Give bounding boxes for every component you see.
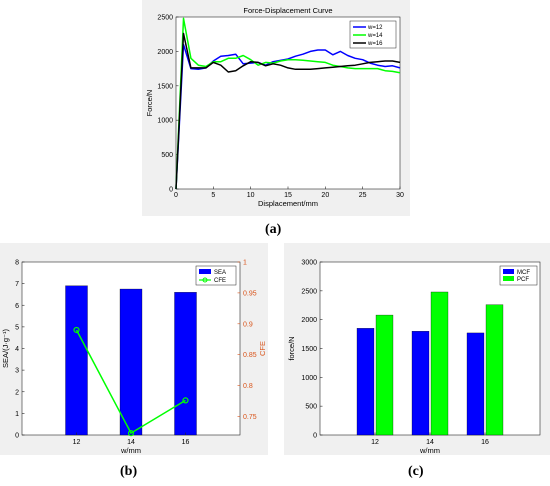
b-ytick-right-label-5: 1	[243, 260, 247, 267]
b-ytick-right-label-3: 0.9	[243, 321, 253, 328]
b-point-CFE-16	[182, 397, 189, 404]
c-ytick-label-2: 1000	[301, 375, 317, 382]
c-bar-PCF-12	[375, 314, 394, 436]
b-y-axis-label: SEA/(J·g⁻¹)	[1, 329, 10, 368]
a-xtick-label-6: 30	[396, 192, 404, 199]
b-ytick-label-6: 6	[15, 303, 19, 310]
a-series-line-w=16	[175, 32, 401, 190]
b-ytick-label-7: 7	[15, 281, 19, 288]
b-x-axis-label: w/mm	[120, 446, 141, 455]
b-ytick-label-1: 1	[15, 411, 19, 418]
c-xtick-label-0: 12	[371, 439, 379, 446]
b-point-CFE-12	[73, 326, 80, 334]
a-xtick-label-3: 15	[284, 192, 292, 199]
c-legend-label-PCF: PCF	[517, 277, 529, 283]
b-xtick-label-0: 12	[73, 439, 81, 446]
a-ytick-label-4: 2000	[157, 49, 173, 56]
caption-a: (a)	[265, 222, 282, 237]
c-ytick-label-6: 3000	[301, 260, 317, 267]
b-ytick-right-label-0: 0.75	[243, 414, 257, 421]
b-xtick-label-1: 14	[127, 439, 135, 446]
c-legend-swatch-PCF	[503, 276, 514, 281]
a-xtick-label-2: 10	[247, 192, 255, 199]
a-ytick-label-2: 1000	[157, 118, 173, 125]
b-legend-label-CFE: CFE	[214, 278, 226, 284]
caption-c: (c)	[408, 464, 424, 479]
b-ytick-right-label-2: 0.85	[243, 352, 257, 359]
b-bar-SEA-14	[119, 288, 143, 436]
a-xtick-label-1: 5	[211, 192, 215, 199]
b-xtick-label-2: 16	[182, 439, 190, 446]
a-ytick-label-1: 500	[161, 152, 173, 159]
b-point-CFE-14	[127, 430, 135, 437]
a-x-axis-label: Displacement/mm	[258, 199, 318, 208]
c-ytick-label-1: 500	[305, 404, 317, 411]
b-legend-marker-CFE	[202, 277, 208, 283]
c-bar-PCF-14	[430, 291, 449, 436]
c-legend-swatch-MCF	[503, 269, 514, 274]
c-bar-PCF-16	[485, 304, 504, 436]
c-ytick-label-4: 2000	[301, 317, 317, 324]
b-bar-SEA-12	[65, 285, 88, 436]
b-legend-label-SEA: SEA	[214, 270, 226, 276]
c-ytick-label-5: 2500	[301, 288, 317, 295]
b-ytick-label-0: 0	[15, 433, 19, 440]
b-ytick-label-5: 5	[15, 324, 19, 331]
b-ytick-right-label-4: 0.95	[243, 290, 257, 297]
c-xtick-label-2: 16	[481, 439, 489, 446]
a-xtick-label-0: 0	[174, 192, 178, 199]
b-series-line-CFE	[75, 329, 186, 435]
a-y-axis-label: Force/N	[145, 90, 154, 117]
b-ytick-label-8: 8	[15, 260, 19, 267]
c-y-axis-label: force/N	[287, 336, 296, 360]
b-ytick-label-4: 4	[15, 346, 19, 353]
c-xtick-label-1: 14	[426, 439, 434, 446]
a-chart-title: Force-Displacement Curve	[243, 6, 332, 15]
c-ytick-label-0: 0	[313, 433, 317, 440]
a-legend-label-w=16: w=16	[367, 41, 383, 47]
caption-b: (b)	[120, 464, 138, 479]
b-bar-SEA-16	[174, 292, 197, 436]
c-bar-MCF-12	[356, 328, 375, 436]
b-ytick-label-3: 3	[15, 368, 19, 375]
c-legend-label-MCF: MCF	[517, 270, 530, 276]
c-bar-MCF-14	[411, 331, 430, 436]
b-ytick-label-2: 2	[15, 389, 19, 396]
a-ytick-label-3: 1500	[157, 83, 173, 90]
b-legend-swatch-SEA	[199, 269, 211, 274]
a-xtick-label-4: 20	[321, 192, 329, 199]
b-ytick-right-label-1: 0.8	[243, 383, 253, 390]
a-ytick-label-5: 2500	[157, 15, 173, 22]
b-y-axis-label-right: CFE	[258, 341, 267, 356]
c-ytick-label-3: 1500	[301, 346, 317, 353]
a-legend-label-w=14: w=14	[367, 33, 383, 39]
a-xtick-label-5: 25	[359, 192, 367, 199]
a-legend-label-w=12: w=12	[367, 25, 383, 31]
c-bar-MCF-16	[466, 332, 485, 436]
a-ytick-label-0: 0	[169, 187, 173, 194]
plot-c-area	[319, 261, 541, 436]
c-x-axis-label: w/mm	[419, 446, 440, 455]
